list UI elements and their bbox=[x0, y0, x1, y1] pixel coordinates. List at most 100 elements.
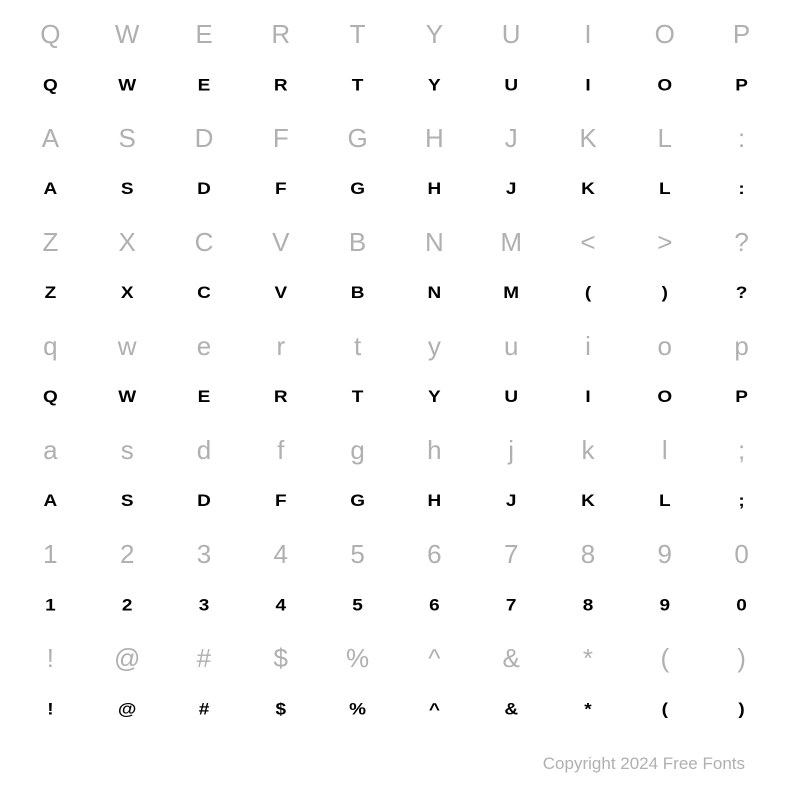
reference-char-cell: 1 bbox=[12, 528, 89, 580]
glyph-char-cell: $ bbox=[242, 684, 319, 736]
glyph-char-cell: N bbox=[396, 268, 473, 320]
glyph-char: L bbox=[659, 493, 671, 512]
reference-char: 6 bbox=[427, 539, 441, 570]
glyph-char-cell: 6 bbox=[396, 580, 473, 632]
glyph-char-cell: ? bbox=[703, 268, 780, 320]
reference-char-cell: J bbox=[473, 112, 550, 164]
glyph-char: K bbox=[581, 493, 595, 512]
reference-char-cell: W bbox=[89, 8, 166, 60]
reference-char-cell: 7 bbox=[473, 528, 550, 580]
glyph-char: I bbox=[585, 389, 590, 408]
reference-char: U bbox=[502, 19, 521, 50]
reference-char: D bbox=[195, 123, 214, 154]
glyph-char: R bbox=[274, 77, 288, 96]
glyph-char: Y bbox=[428, 389, 441, 408]
glyph-char-cell: S bbox=[89, 164, 166, 216]
reference-char-cell: 9 bbox=[626, 528, 703, 580]
glyph-char: 5 bbox=[352, 597, 363, 616]
reference-char-cell: $ bbox=[242, 632, 319, 684]
reference-char-cell: Y bbox=[396, 8, 473, 60]
reference-char: 2 bbox=[120, 539, 134, 570]
reference-char-cell: ( bbox=[626, 632, 703, 684]
glyph-char: P bbox=[735, 77, 748, 96]
reference-char-cell: 4 bbox=[242, 528, 319, 580]
glyph-char-cell: L bbox=[626, 476, 703, 528]
glyph-char: H bbox=[428, 493, 442, 512]
reference-char: V bbox=[272, 227, 289, 258]
reference-char: q bbox=[43, 331, 57, 362]
reference-char-cell: I bbox=[550, 8, 627, 60]
reference-char-cell: X bbox=[89, 216, 166, 268]
glyph-char: ! bbox=[47, 701, 53, 720]
reference-char: t bbox=[354, 331, 361, 362]
glyph-char: ? bbox=[736, 285, 748, 304]
glyph-char: F bbox=[275, 181, 287, 200]
glyph-char: ) bbox=[738, 701, 744, 720]
reference-char: & bbox=[503, 643, 520, 674]
reference-char: $ bbox=[274, 643, 288, 674]
reference-char: : bbox=[738, 123, 745, 154]
reference-char-cell: * bbox=[550, 632, 627, 684]
reference-char: g bbox=[350, 435, 364, 466]
glyph-char-cell: I bbox=[550, 372, 627, 424]
reference-char-cell: ) bbox=[703, 632, 780, 684]
reference-char-cell: r bbox=[242, 320, 319, 372]
copyright-text: Copyright 2024 Free Fonts bbox=[543, 754, 745, 774]
reference-char: S bbox=[119, 123, 136, 154]
glyph-char-cell: Y bbox=[396, 60, 473, 112]
glyph-char-cell: S bbox=[89, 476, 166, 528]
glyph-char: D bbox=[197, 181, 211, 200]
glyph-char: A bbox=[44, 181, 58, 200]
glyph-char-cell: V bbox=[242, 268, 319, 320]
reference-char-cell: o bbox=[626, 320, 703, 372]
glyph-char-cell: 4 bbox=[242, 580, 319, 632]
reference-char-cell: q bbox=[12, 320, 89, 372]
reference-char-cell: d bbox=[166, 424, 243, 476]
glyph-char: T bbox=[352, 77, 364, 96]
glyph-char-cell: A bbox=[12, 164, 89, 216]
glyph-char-cell: R bbox=[242, 372, 319, 424]
glyph-char-cell: L bbox=[626, 164, 703, 216]
reference-char-cell: E bbox=[166, 8, 243, 60]
glyph-char-cell: W bbox=[89, 372, 166, 424]
glyph-char: E bbox=[198, 389, 211, 408]
glyph-char: C bbox=[197, 285, 211, 304]
reference-char: E bbox=[195, 19, 212, 50]
reference-char-cell: P bbox=[703, 8, 780, 60]
reference-char: B bbox=[349, 227, 366, 258]
glyph-char-cell: ) bbox=[626, 268, 703, 320]
glyph-char-cell: Z bbox=[12, 268, 89, 320]
reference-char-cell: : bbox=[703, 112, 780, 164]
glyph-char-cell: K bbox=[550, 164, 627, 216]
glyph-char: Z bbox=[45, 285, 57, 304]
glyph-char-cell: T bbox=[319, 372, 396, 424]
reference-char-cell: ; bbox=[703, 424, 780, 476]
reference-char-cell: 0 bbox=[703, 528, 780, 580]
reference-char: R bbox=[271, 19, 290, 50]
reference-char: J bbox=[505, 123, 518, 154]
glyph-char: Q bbox=[43, 389, 58, 408]
reference-char: I bbox=[584, 19, 591, 50]
glyph-char-cell: D bbox=[166, 164, 243, 216]
glyph-char-cell: P bbox=[703, 60, 780, 112]
glyph-char: M bbox=[503, 285, 519, 304]
reference-char-cell: # bbox=[166, 632, 243, 684]
reference-char: @ bbox=[114, 643, 140, 674]
reference-char-cell: O bbox=[626, 8, 703, 60]
reference-char: y bbox=[428, 331, 441, 362]
reference-char: K bbox=[579, 123, 596, 154]
reference-char-cell: & bbox=[473, 632, 550, 684]
glyph-char: 7 bbox=[506, 597, 517, 616]
reference-char-cell: y bbox=[396, 320, 473, 372]
glyph-char: I bbox=[585, 77, 590, 96]
reference-char-cell: 6 bbox=[396, 528, 473, 580]
glyph-char: K bbox=[581, 181, 595, 200]
reference-char: % bbox=[346, 643, 369, 674]
glyph-char: S bbox=[121, 493, 134, 512]
glyph-char: Y bbox=[428, 77, 441, 96]
reference-char-cell: > bbox=[626, 216, 703, 268]
reference-char: Q bbox=[40, 19, 60, 50]
glyph-char: $ bbox=[276, 701, 287, 720]
glyph-char-cell: 0 bbox=[703, 580, 780, 632]
reference-char-cell: N bbox=[396, 216, 473, 268]
